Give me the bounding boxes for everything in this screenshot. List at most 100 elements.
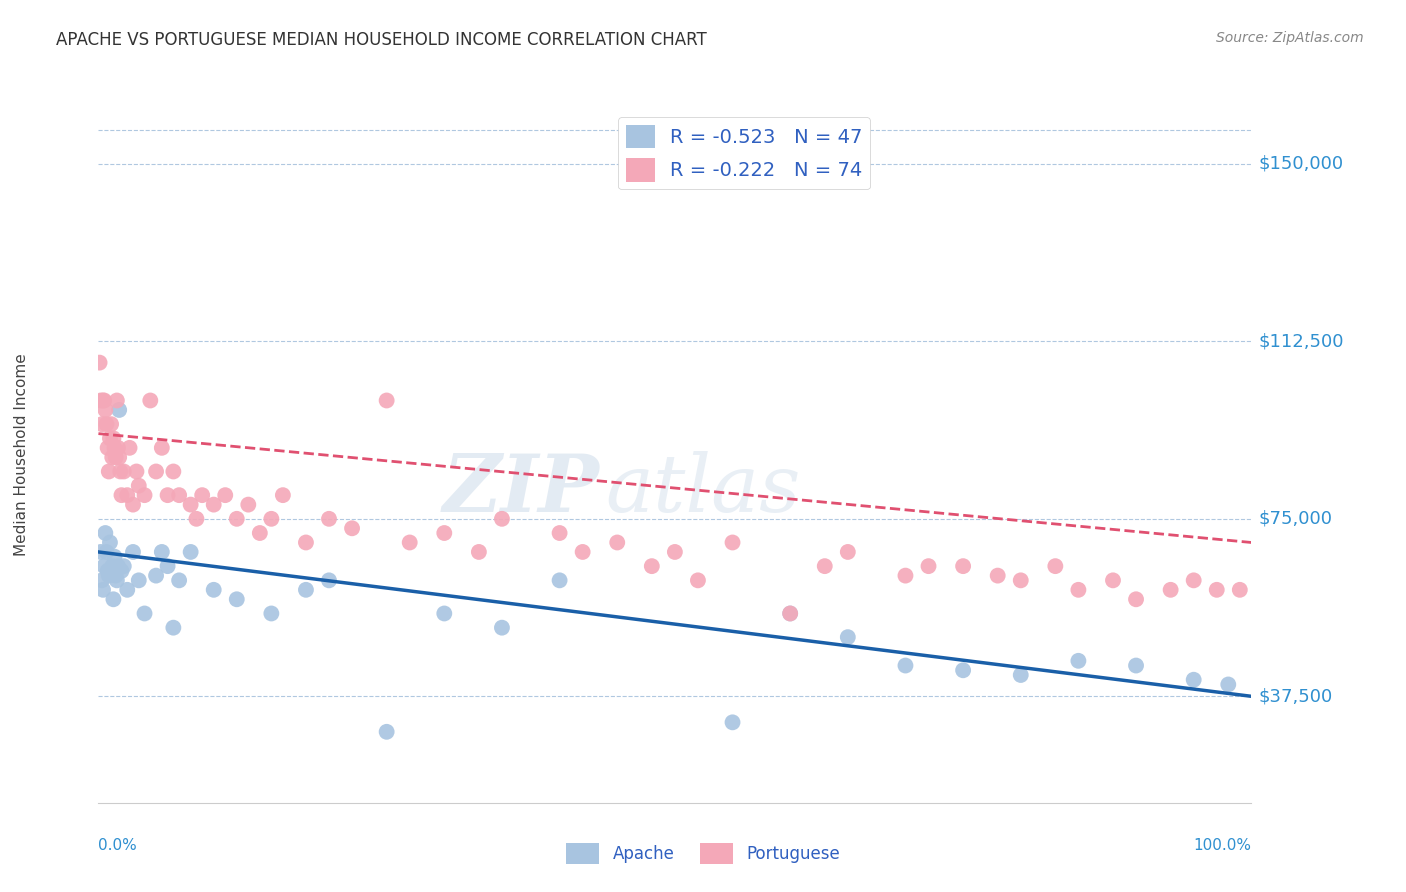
Text: $75,000: $75,000 [1258, 510, 1333, 528]
Text: $150,000: $150,000 [1258, 155, 1344, 173]
Point [894, 658, 917, 673]
Point [134, 607, 156, 621]
Point [1067, 654, 1090, 668]
Point [186, 512, 208, 526]
Point [180, 498, 202, 512]
Point [1010, 574, 1032, 588]
Point [104, 568, 127, 582]
Point [779, 607, 801, 621]
Point [139, 393, 162, 408]
Point [249, 526, 271, 541]
Point [491, 621, 513, 635]
Point [375, 393, 398, 408]
Point [107, 441, 129, 455]
Point [118, 441, 141, 455]
Point [90, 393, 112, 408]
Point [97, 564, 120, 578]
Point [91, 582, 114, 597]
Point [1229, 582, 1251, 597]
Point [105, 393, 128, 408]
Point [375, 724, 398, 739]
Point [96, 417, 118, 432]
Point [117, 582, 138, 597]
Point [122, 545, 145, 559]
Point [107, 559, 129, 574]
Legend: R = -0.523   N = 47, R = -0.222   N = 74: R = -0.523 N = 47, R = -0.222 N = 74 [617, 117, 870, 189]
Point [318, 512, 340, 526]
Point [837, 630, 859, 644]
Point [94, 403, 117, 417]
Point [101, 450, 124, 465]
Point [162, 465, 184, 479]
Point [225, 592, 247, 607]
Point [398, 535, 420, 549]
Point [93, 393, 115, 408]
Point [128, 574, 150, 588]
Text: Source: ZipAtlas.com: Source: ZipAtlas.com [1216, 31, 1364, 45]
Point [433, 526, 456, 541]
Point [1067, 582, 1090, 597]
Point [105, 574, 128, 588]
Point [112, 559, 135, 574]
Text: 100.0%: 100.0% [1194, 838, 1251, 854]
Point [103, 549, 125, 564]
Point [108, 450, 131, 465]
Point [110, 465, 132, 479]
Point [108, 403, 131, 417]
Point [952, 663, 974, 677]
Point [98, 431, 121, 445]
Point [156, 559, 179, 574]
Point [93, 559, 115, 574]
Point [97, 568, 120, 582]
Point [837, 545, 859, 559]
Text: 0.0%: 0.0% [98, 838, 138, 854]
Point [491, 512, 513, 526]
Point [167, 574, 190, 588]
Point [202, 498, 225, 512]
Point [548, 574, 571, 588]
Point [814, 559, 837, 574]
Text: atlas: atlas [606, 451, 801, 528]
Point [150, 441, 173, 455]
Point [97, 441, 120, 455]
Text: Median Household Income: Median Household Income [14, 353, 28, 557]
Point [97, 465, 120, 479]
Text: $112,500: $112,500 [1258, 333, 1344, 351]
Point [94, 526, 117, 541]
Point [779, 607, 801, 621]
Point [117, 488, 138, 502]
Text: $37,500: $37,500 [1258, 688, 1333, 706]
Point [110, 564, 132, 578]
Point [686, 574, 709, 588]
Point [1182, 574, 1205, 588]
Point [112, 465, 135, 479]
Point [103, 431, 125, 445]
Point [110, 488, 132, 502]
Point [89, 356, 111, 370]
Point [128, 478, 150, 492]
Point [295, 535, 318, 549]
Point [1218, 677, 1240, 691]
Point [191, 488, 214, 502]
Point [90, 417, 112, 432]
Point [103, 592, 125, 607]
Point [90, 545, 112, 559]
Point [260, 512, 283, 526]
Point [340, 521, 363, 535]
Point [1045, 559, 1067, 574]
Point [134, 488, 156, 502]
Point [1182, 673, 1205, 687]
Point [98, 535, 121, 549]
Point [225, 512, 247, 526]
Point [721, 535, 744, 549]
Point [571, 545, 593, 559]
Legend: Apache, Portuguese: Apache, Portuguese [560, 837, 846, 871]
Point [238, 498, 260, 512]
Point [295, 582, 318, 597]
Point [1125, 658, 1147, 673]
Point [260, 607, 283, 621]
Point [894, 568, 917, 582]
Point [1205, 582, 1227, 597]
Point [952, 559, 974, 574]
Point [548, 526, 571, 541]
